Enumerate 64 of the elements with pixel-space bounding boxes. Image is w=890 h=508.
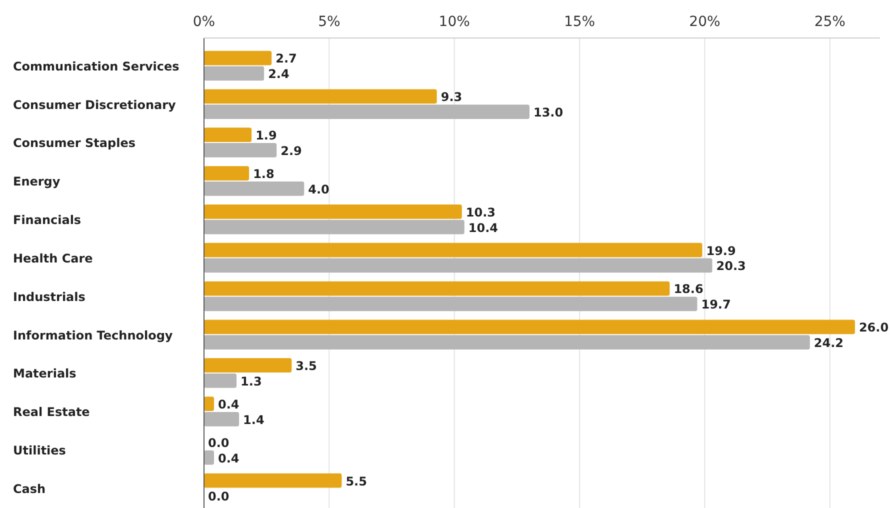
data-label: 2.4 — [268, 67, 290, 82]
data-label: 1.9 — [256, 128, 277, 143]
bar — [204, 281, 670, 296]
data-label: 1.4 — [243, 412, 264, 427]
bar — [204, 204, 462, 219]
data-label: 3.5 — [296, 359, 317, 374]
data-label: 5.5 — [346, 474, 367, 488]
bar — [204, 181, 304, 196]
data-label: 10.4 — [468, 220, 498, 235]
y-tick-label: Real Estate — [13, 405, 90, 420]
y-tick-label: Consumer Discretionary — [13, 98, 176, 112]
y-tick-label: Utilities — [13, 444, 66, 458]
bar — [204, 450, 214, 465]
bar — [204, 358, 292, 373]
data-label: 0.4 — [218, 451, 240, 466]
data-label: 9.3 — [440, 90, 462, 104]
x-tick-label: 0% — [192, 14, 216, 30]
bar — [204, 143, 277, 158]
bar — [204, 258, 712, 273]
bar — [204, 412, 240, 426]
y-tick-label: Cash — [13, 482, 46, 496]
y-tick-label: Communication Services — [13, 59, 180, 74]
data-label: 19.7 — [701, 298, 731, 312]
bar — [204, 166, 250, 180]
data-label: 24.2 — [814, 336, 844, 350]
y-tick-label: Materials — [13, 366, 76, 381]
x-tick-label: 5% — [318, 14, 340, 30]
y-tick-label: Consumer Staples — [13, 136, 136, 150]
data-label: 0.4 — [218, 397, 240, 412]
bar — [204, 335, 810, 350]
x-tick-label: 15% — [564, 14, 596, 30]
bar — [204, 374, 237, 388]
y-tick-label: Information Technology — [13, 328, 173, 342]
data-label: 0.0 — [208, 436, 230, 450]
y-tick-label: Industrials — [13, 290, 86, 304]
data-label: 10.3 — [466, 205, 496, 220]
x-tick-label: 20% — [689, 14, 720, 30]
bar — [204, 104, 530, 119]
data-label: 20.3 — [716, 259, 746, 274]
data-label: 19.9 — [706, 244, 736, 258]
bar — [204, 396, 214, 411]
data-label: 26.0 — [858, 320, 889, 335]
bar — [204, 220, 464, 234]
bar — [204, 89, 437, 104]
bar — [204, 50, 272, 66]
data-label: 13.0 — [533, 106, 564, 120]
y-tick-label: Financials — [13, 213, 82, 228]
y-tick-label: Health Care — [13, 251, 93, 266]
data-label: 4.0 — [308, 182, 330, 196]
data-label: 1.3 — [240, 374, 262, 388]
x-tick-label: 10% — [438, 14, 470, 30]
y-tick-label: Energy — [13, 174, 60, 189]
x-tick-label: 25% — [814, 14, 846, 30]
data-label: 1.8 — [253, 166, 274, 181]
bar — [204, 66, 264, 81]
data-label: 2.9 — [280, 144, 302, 158]
bar — [204, 320, 855, 334]
data-label: 0.0 — [208, 490, 230, 504]
bar — [204, 473, 342, 488]
data-label: 18.6 — [674, 282, 704, 296]
data-label: 2.7 — [276, 52, 297, 66]
bar — [204, 128, 252, 142]
bar — [204, 296, 698, 312]
bar — [204, 242, 702, 258]
